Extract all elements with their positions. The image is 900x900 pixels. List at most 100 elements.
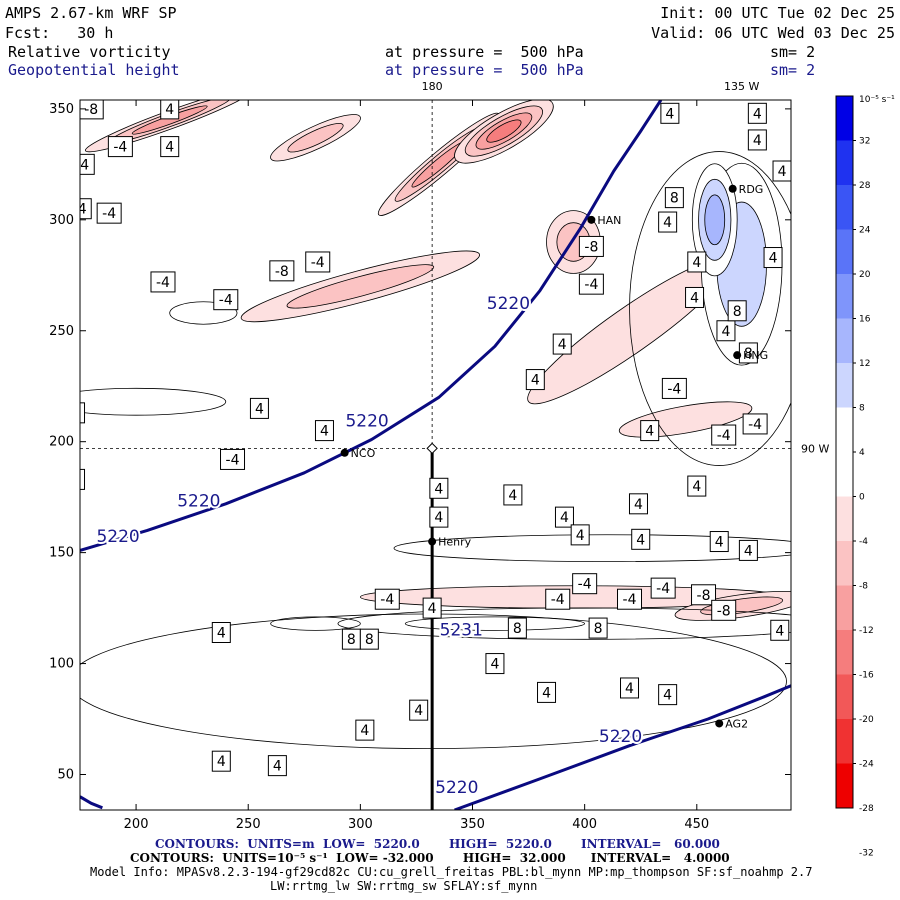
vorticity-negative-patch — [286, 264, 435, 309]
vorticity-contour-line — [169, 301, 238, 325]
station-marker — [340, 448, 349, 457]
vorticity-label-box — [552, 333, 572, 355]
x-tick-label: 400 — [572, 817, 597, 832]
colorbar-tick-label: -32 — [859, 849, 874, 859]
colorbar-bin — [836, 763, 853, 808]
station-label: NCO — [351, 447, 376, 460]
vorticity-label: 4 — [558, 337, 567, 353]
vorticity-label-box — [80, 100, 104, 120]
vorticity-label-box — [507, 617, 527, 639]
field2-name: Geopotential height — [8, 61, 180, 79]
height-contour-5220 — [80, 795, 103, 810]
vorticity-label-box — [664, 187, 684, 209]
vorticity-label-box — [80, 198, 92, 220]
vorticity-label: 8 — [594, 621, 603, 637]
vorticity-label: -8 — [584, 239, 598, 255]
vorticity-label: -4 — [226, 452, 240, 468]
colorbar-tick-label: 24 — [859, 226, 871, 236]
vorticity-label: -4 — [102, 206, 116, 222]
vorticity-label-box — [687, 475, 707, 497]
colorbar-tick-label: -12 — [859, 626, 874, 636]
colorbar-bin — [836, 274, 853, 319]
vorticity-label: -4 — [584, 277, 598, 293]
vorticity-label: -4 — [380, 592, 394, 608]
vorticity-positive-patch — [704, 194, 726, 246]
vorticity-label: 4 — [663, 215, 672, 231]
height-contour-label: 5231 — [440, 620, 483, 640]
vorticity-label-box — [640, 420, 660, 442]
vorticity-negative-patch — [486, 119, 522, 143]
vorticity-label-box — [685, 286, 705, 308]
vorticity-label-box — [716, 320, 736, 342]
model-title: AMPS 2.67-km WRF SP — [5, 4, 177, 22]
vorticity-label-box — [160, 136, 180, 158]
colorbar-bin — [836, 318, 853, 363]
y-tick-label: 50 — [57, 768, 74, 783]
vorticity-label-box — [554, 506, 574, 528]
vorticity-label-box — [220, 448, 246, 470]
vorticity-label-box — [742, 413, 768, 435]
vorticity-label-box — [709, 531, 729, 553]
vorticity-label-box — [711, 599, 737, 621]
vorticity-label: 4 — [414, 703, 423, 719]
height-contour-label: 5220 — [96, 527, 139, 547]
height-contour-label: 5220 — [487, 294, 530, 314]
vorticity-label: 4 — [636, 532, 645, 548]
y-tick-label: 350 — [49, 102, 74, 117]
vorticity-label-box — [660, 102, 680, 124]
vorticity-label-box — [617, 588, 643, 610]
vorticity-label: 8 — [347, 632, 356, 648]
vorticity-label-box — [80, 468, 86, 490]
vorticity-label-box — [503, 484, 523, 506]
transect-start-marker — [426, 442, 438, 455]
height-contour-label: 5220 — [599, 727, 642, 747]
vorticity-label-box — [80, 402, 86, 424]
station-label: HNG — [743, 349, 768, 362]
init-time: Init: 00 UTC Tue 02 Dec 25 — [660, 4, 895, 22]
colorbar-bin — [836, 541, 853, 586]
vorticity-positive-patch — [404, 616, 586, 631]
vorticity-layer — [80, 100, 791, 749]
longitude-label: 135 W — [724, 80, 759, 93]
vorticity-contour-line — [80, 387, 227, 416]
vorticity-label-box — [747, 102, 767, 124]
vorticity-label-box — [687, 251, 707, 273]
station-marker — [715, 719, 724, 728]
vorticity-label: 4 — [744, 543, 753, 559]
colorbar-tick-label: 32 — [859, 137, 870, 147]
vorticity-label: -8 — [717, 603, 731, 619]
longitude-label: 180 — [422, 80, 443, 93]
colorbar-tick-label: -8 — [859, 582, 868, 592]
vorticity-label: 4 — [665, 106, 674, 122]
colorbar-tick-label: 20 — [859, 270, 871, 280]
vorticity-label: 4 — [165, 140, 174, 156]
colorbar-bin — [836, 719, 853, 764]
field1-name: Relative vorticity — [8, 43, 171, 61]
vorticity-label: 4 — [490, 657, 499, 673]
colorbar-bin — [836, 585, 853, 630]
vorticity-label-box — [770, 619, 790, 641]
vorticity-label: 4 — [645, 424, 654, 440]
colorbar-bin — [836, 96, 853, 141]
colorbar-bin — [836, 407, 853, 452]
vorticity-label-box — [763, 247, 783, 269]
x-tick-label: 250 — [236, 817, 261, 832]
vorticity-label: 4 — [753, 106, 762, 122]
colorbar-bin — [836, 363, 853, 408]
vorticity-label: -4 — [656, 581, 670, 597]
vorticity-label: 4 — [360, 723, 369, 739]
vorticity-label: 4 — [775, 623, 784, 639]
vorticity-label: 4 — [692, 255, 701, 271]
vorticity-label: 4 — [434, 481, 443, 497]
vorticity-label-box — [107, 136, 133, 158]
vorticity-label: 4 — [531, 373, 540, 389]
plot-background — [80, 100, 791, 810]
vorticity-label-box — [355, 719, 375, 741]
vorticity-label: 8 — [744, 346, 753, 362]
colorbar-tick-label: -28 — [859, 804, 874, 814]
vorticity-label-box — [305, 251, 331, 273]
y-tick-label: 150 — [49, 546, 74, 561]
station-marker — [587, 215, 596, 224]
station-marker — [733, 351, 742, 360]
